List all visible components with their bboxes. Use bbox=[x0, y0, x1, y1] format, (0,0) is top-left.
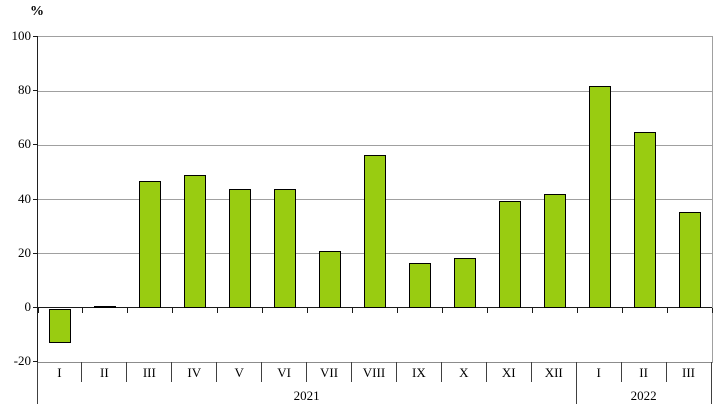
bar bbox=[543, 194, 566, 308]
x-axis-month-label: III bbox=[682, 365, 696, 380]
x-axis-month-label: XI bbox=[501, 365, 516, 380]
x-axis-month-label: I bbox=[57, 365, 62, 380]
month-separator bbox=[81, 362, 83, 382]
bar bbox=[633, 131, 656, 308]
year-group-separator bbox=[575, 362, 577, 404]
bar bbox=[453, 257, 476, 308]
bar bbox=[229, 188, 252, 308]
x-axis-month-label: II bbox=[100, 365, 109, 380]
month-separator bbox=[171, 362, 173, 382]
bar bbox=[678, 211, 701, 308]
zero-line-tick-mark bbox=[352, 307, 354, 313]
y-axis-tick-label: 40 bbox=[18, 190, 31, 206]
month-separator bbox=[261, 362, 263, 382]
month-separator bbox=[216, 362, 218, 382]
zero-line-tick-mark bbox=[127, 307, 129, 313]
y-axis-tick-label: 20 bbox=[18, 244, 31, 260]
x-axis-month-label: XII bbox=[544, 365, 563, 380]
bar bbox=[364, 154, 386, 308]
zero-line-tick-mark bbox=[486, 307, 488, 313]
y-axis-tick-mark bbox=[33, 198, 38, 200]
x-axis-month-label: VII bbox=[320, 365, 339, 380]
month-separator bbox=[395, 362, 397, 382]
zero-line-tick-mark bbox=[217, 307, 219, 313]
bar bbox=[319, 250, 342, 308]
bar bbox=[408, 263, 431, 308]
zero-line-tick-mark bbox=[576, 307, 578, 313]
bar bbox=[274, 188, 297, 308]
y-axis-tick-label: 60 bbox=[18, 136, 31, 152]
y-axis-tick-mark bbox=[33, 144, 38, 146]
zero-line-tick-mark bbox=[37, 307, 39, 313]
y-axis-tick-mark bbox=[33, 36, 38, 37]
bar bbox=[588, 85, 611, 308]
zero-line-tick-mark bbox=[441, 307, 443, 313]
plot-area bbox=[37, 36, 713, 363]
y-axis-tick-label: 100 bbox=[11, 28, 32, 43]
month-separator bbox=[351, 362, 353, 382]
x-axis-month-label: X bbox=[459, 365, 469, 380]
y-axis-tick-mark bbox=[33, 361, 38, 362]
month-separator bbox=[665, 362, 667, 382]
month-separator bbox=[440, 362, 442, 382]
bar bbox=[139, 180, 162, 308]
month-separator bbox=[530, 362, 532, 382]
zero-line-tick-mark bbox=[621, 307, 623, 313]
x-axis-year-label: 2021 bbox=[293, 388, 320, 403]
bar bbox=[49, 308, 72, 343]
y-axis-tick-mark bbox=[33, 306, 38, 308]
zero-line-tick-mark bbox=[307, 307, 309, 313]
x-axis-month-label: IV bbox=[187, 365, 202, 380]
y-axis-tick-mark bbox=[33, 90, 38, 92]
zero-line-tick-mark bbox=[711, 307, 713, 313]
x-axis-month-label: I bbox=[596, 365, 601, 380]
y-axis-tick-label: 80 bbox=[18, 82, 31, 98]
x-axis-month-label: VI bbox=[277, 365, 291, 380]
month-separator bbox=[485, 362, 487, 382]
bar bbox=[184, 175, 207, 308]
gridline bbox=[38, 144, 712, 146]
x-axis-month-label: III bbox=[142, 365, 156, 380]
y-axis-tick-label: 0 bbox=[24, 298, 32, 314]
zero-line-tick-mark bbox=[82, 307, 84, 313]
zero-line-tick-mark bbox=[262, 307, 264, 313]
y-axis-unit-label: % bbox=[30, 4, 44, 19]
bar bbox=[498, 200, 521, 308]
year-group-separator bbox=[36, 362, 38, 404]
zero-line-tick-mark bbox=[396, 307, 398, 313]
zero-line-tick-mark bbox=[172, 307, 174, 313]
x-axis-month-label: VIII bbox=[362, 365, 386, 380]
month-separator bbox=[620, 362, 622, 382]
y-axis-tick-mark bbox=[33, 252, 38, 254]
zero-line bbox=[38, 307, 712, 309]
month-separator bbox=[306, 362, 308, 382]
x-axis-year-label: 2022 bbox=[630, 388, 657, 403]
bar bbox=[94, 306, 117, 309]
month-separator bbox=[126, 362, 128, 382]
x-axis-month-label: V bbox=[234, 365, 244, 380]
year-group-separator bbox=[710, 362, 712, 404]
zero-line-tick-mark bbox=[531, 307, 533, 313]
x-axis-month-label: II bbox=[639, 365, 648, 380]
y-axis-tick-label: -20 bbox=[13, 353, 31, 368]
gridline bbox=[38, 90, 712, 92]
x-axis-month-label: IX bbox=[412, 365, 426, 380]
zero-line-tick-mark bbox=[666, 307, 668, 313]
